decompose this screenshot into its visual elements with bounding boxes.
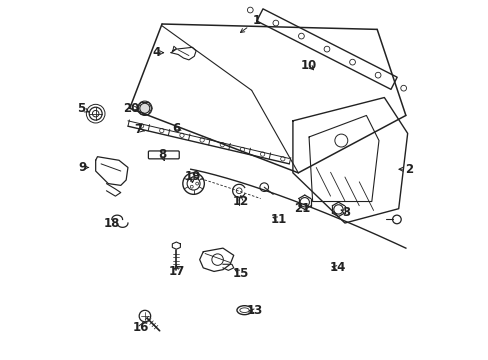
- Text: 17: 17: [168, 265, 184, 278]
- Text: 15: 15: [232, 267, 248, 280]
- Text: 21: 21: [293, 202, 309, 215]
- Text: 6: 6: [172, 122, 180, 135]
- Text: 19: 19: [184, 170, 200, 183]
- Text: 5: 5: [77, 102, 85, 115]
- Text: 20: 20: [123, 102, 140, 115]
- Text: 3: 3: [342, 206, 350, 219]
- Text: 9: 9: [78, 161, 86, 174]
- Text: 12: 12: [232, 195, 248, 208]
- Text: 2: 2: [405, 163, 413, 176]
- Text: 1: 1: [252, 14, 261, 27]
- Text: 4: 4: [152, 46, 161, 59]
- Text: 16: 16: [132, 320, 148, 333]
- Text: 13: 13: [246, 305, 263, 318]
- Text: 8: 8: [158, 148, 166, 161]
- Text: 7: 7: [134, 123, 142, 136]
- Circle shape: [140, 103, 149, 113]
- Text: 10: 10: [300, 59, 317, 72]
- Text: 11: 11: [270, 213, 286, 226]
- Text: 14: 14: [329, 261, 345, 274]
- Text: 18: 18: [103, 216, 120, 230]
